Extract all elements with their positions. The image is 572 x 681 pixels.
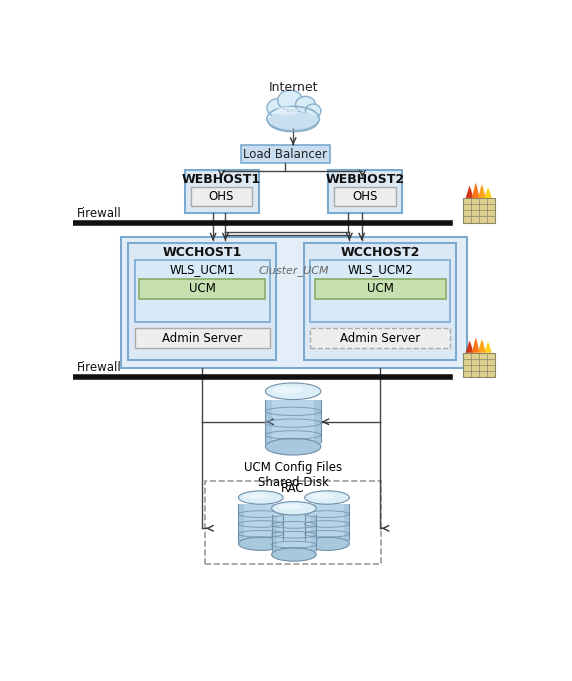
Text: OHS: OHS	[352, 190, 378, 203]
Text: OHS: OHS	[209, 190, 234, 203]
Text: UCM: UCM	[189, 283, 216, 296]
Bar	[315, 279, 446, 299]
Ellipse shape	[272, 502, 316, 515]
Ellipse shape	[296, 96, 316, 113]
Ellipse shape	[267, 99, 288, 117]
Bar	[272, 515, 277, 554]
Text: WLS_UCM2: WLS_UCM2	[347, 263, 413, 276]
Text: Cluster_UCM: Cluster_UCM	[259, 265, 329, 276]
Bar	[265, 400, 272, 447]
Bar	[310, 260, 450, 322]
Ellipse shape	[276, 106, 299, 116]
Polygon shape	[484, 342, 492, 353]
Bar	[305, 504, 310, 543]
Text: WCCHOST2: WCCHOST2	[340, 246, 420, 259]
Text: Internet: Internet	[268, 82, 318, 95]
Polygon shape	[472, 337, 479, 353]
Ellipse shape	[278, 90, 303, 110]
Ellipse shape	[239, 537, 283, 550]
Bar	[205, 481, 381, 564]
Bar	[134, 260, 270, 322]
Text: Firewall: Firewall	[77, 206, 121, 219]
Ellipse shape	[305, 104, 321, 118]
Text: WEBHOST1: WEBHOST1	[182, 173, 261, 186]
Text: WLS_UCM1: WLS_UCM1	[169, 263, 235, 276]
Ellipse shape	[305, 537, 349, 550]
Text: WCCHOST1: WCCHOST1	[162, 246, 242, 259]
Bar	[463, 353, 495, 377]
Bar	[272, 515, 316, 554]
Ellipse shape	[272, 386, 303, 394]
Ellipse shape	[277, 504, 302, 510]
Bar	[185, 170, 259, 212]
Text: UCM Config Files
Shared Disk: UCM Config Files Shared Disk	[244, 460, 342, 488]
Bar	[239, 504, 283, 543]
Polygon shape	[466, 340, 474, 353]
Bar	[305, 504, 349, 543]
Text: WEBHOST2: WEBHOST2	[325, 173, 404, 186]
Bar	[265, 400, 321, 447]
Text: Firewall: Firewall	[77, 362, 121, 375]
Ellipse shape	[265, 439, 321, 455]
Bar	[328, 170, 402, 212]
Bar	[304, 243, 456, 360]
Bar	[314, 400, 321, 447]
Polygon shape	[478, 339, 486, 353]
Text: UCM: UCM	[367, 283, 394, 296]
Ellipse shape	[265, 383, 321, 400]
Text: Load Balancer: Load Balancer	[244, 148, 327, 161]
Text: RAC: RAC	[281, 481, 305, 495]
Polygon shape	[472, 183, 479, 198]
Bar	[310, 328, 450, 348]
Bar	[139, 279, 265, 299]
Bar	[278, 504, 283, 543]
Bar	[121, 237, 467, 368]
Ellipse shape	[244, 493, 269, 499]
Bar	[311, 515, 316, 554]
Polygon shape	[478, 184, 486, 198]
Bar	[463, 198, 495, 223]
Bar	[241, 145, 330, 163]
Ellipse shape	[268, 112, 318, 131]
Ellipse shape	[305, 491, 349, 504]
Bar	[134, 328, 270, 348]
Polygon shape	[466, 186, 474, 198]
Bar	[239, 504, 244, 543]
Bar	[344, 504, 349, 543]
Text: Admin Server: Admin Server	[162, 332, 243, 345]
Ellipse shape	[239, 491, 283, 504]
Polygon shape	[484, 187, 492, 198]
Ellipse shape	[310, 493, 335, 499]
Ellipse shape	[272, 548, 316, 561]
Bar	[334, 187, 396, 206]
Text: Admin Server: Admin Server	[340, 332, 420, 345]
Bar	[190, 187, 252, 206]
Bar	[128, 243, 276, 360]
Ellipse shape	[268, 112, 319, 129]
